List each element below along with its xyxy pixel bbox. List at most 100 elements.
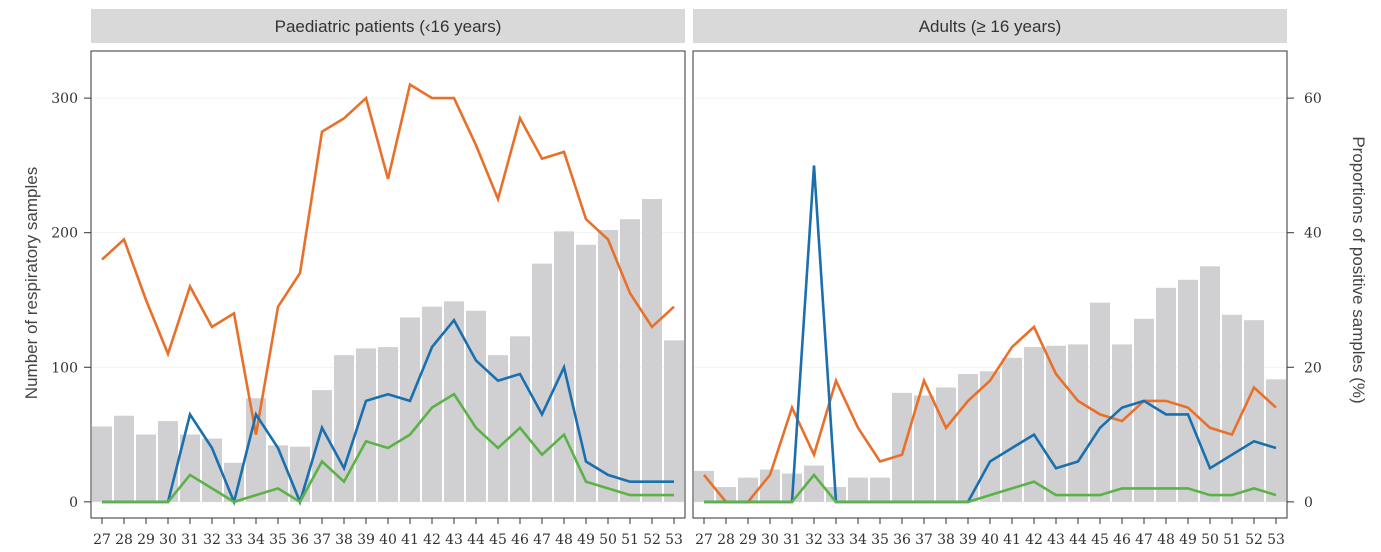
x-tick-label: 42 (1025, 532, 1043, 548)
x-tick-label: 50 (1201, 532, 1219, 548)
right-y-axis: 0 20 40 60 (1287, 91, 1322, 511)
bar (1134, 318, 1154, 502)
bar (422, 306, 442, 502)
panel-strip (91, 9, 685, 43)
x-tick-label: 34 (849, 532, 867, 548)
x-tick-label: 52 (1245, 532, 1263, 548)
x-tick-label: 35 (871, 532, 889, 548)
bar (1156, 287, 1176, 502)
x-tick-label: 45 (1091, 532, 1109, 548)
bar (598, 229, 618, 502)
panel-adults: Adults (≥ 16 years) 27 28 29 30 31 32 33 34 35 36… (692, 9, 1288, 548)
y-tick-label: 100 (51, 360, 78, 376)
bar (1024, 347, 1044, 502)
bar (114, 415, 134, 502)
x-tick-label: 53 (1267, 532, 1285, 548)
bar (1178, 279, 1198, 502)
x-tick-label: 37 (915, 532, 933, 548)
bar (848, 477, 868, 502)
x-tick-label: 52 (643, 532, 661, 548)
bar (136, 434, 156, 502)
bar (1266, 379, 1286, 502)
x-tick-label: 53 (665, 532, 683, 548)
bar (356, 348, 376, 502)
bar (488, 355, 508, 502)
bar (466, 310, 486, 502)
bar (892, 392, 912, 502)
bar (1090, 302, 1110, 502)
x-tick-label: 42 (423, 532, 441, 548)
series-line-green (704, 472, 1277, 504)
panel-border (90, 50, 686, 519)
x-tick-label: 46 (1113, 532, 1131, 548)
x-tick-label: 46 (511, 532, 529, 548)
x-tick-label: 39 (357, 532, 375, 548)
bar (180, 434, 200, 502)
bar (1068, 344, 1088, 502)
x-tick-label: 49 (577, 532, 595, 548)
panel-plot: 27 28 29 30 31 32 33 34 35 36 37 38 39 40 41 42 43 44 45 46… (91, 82, 685, 548)
bar (760, 469, 780, 502)
panel-paediatric: Paediatric patients (‹16 years) 27 28 29 30… (90, 9, 686, 548)
bar (1200, 266, 1220, 502)
bar (738, 477, 758, 502)
x-tick-label: 43 (445, 532, 463, 548)
series-line-blue (102, 317, 674, 507)
bar (642, 199, 662, 502)
x-tick-label: 44 (467, 532, 485, 548)
x-tick-label: 51 (1223, 532, 1241, 548)
x-tick-label: 43 (1047, 532, 1065, 548)
y-tick-label: 0 (1304, 495, 1313, 511)
y-tick-label: 40 (1304, 226, 1322, 242)
bar (1244, 320, 1264, 502)
bar (510, 336, 530, 502)
y-tick-label: 200 (51, 226, 78, 242)
bar (870, 477, 890, 502)
bar (1002, 357, 1022, 502)
series-line-orange (702, 324, 1277, 504)
series-line-blue (704, 165, 1277, 504)
bar (1222, 314, 1242, 502)
x-tick-label: 36 (291, 532, 309, 548)
x-tick-label: 45 (489, 532, 507, 548)
x-tick-label: 47 (533, 532, 551, 548)
bar (444, 301, 464, 502)
bar (400, 317, 420, 502)
x-tick-label: 38 (335, 532, 353, 548)
panel-plot: 27 28 29 30 31 32 33 34 35 36 37 38 39 40 41 42 43 44 45 46… (693, 97, 1287, 548)
x-tick-label: 51 (621, 532, 639, 548)
x-tick-label: 50 (599, 532, 617, 548)
panel-title: Adults (≥ 16 years) (919, 17, 1062, 36)
right-axis-title: Proportions of positive samples (%) (1349, 136, 1368, 403)
bar (914, 395, 934, 502)
y-tick-label: 0 (69, 495, 78, 511)
bar (804, 465, 824, 502)
panel-strip (693, 9, 1287, 43)
x-tick-label: 27 (93, 532, 111, 548)
bar (716, 487, 736, 502)
panel-title: Paediatric patients (‹16 years) (275, 17, 502, 36)
bar (576, 244, 596, 502)
x-tick-label: 27 (695, 532, 713, 548)
x-tick-label: 39 (959, 532, 977, 548)
x-tick-label: 49 (1179, 532, 1197, 548)
x-tick-label: 28 (717, 532, 735, 548)
x-tick-label: 48 (555, 532, 573, 548)
bar (980, 371, 1000, 502)
bar (1046, 345, 1066, 502)
series-line-green (102, 392, 674, 504)
bar (378, 347, 398, 502)
x-tick-label: 32 (203, 532, 221, 548)
x-tick-label: 40 (379, 532, 397, 548)
x-tick-label: 31 (181, 532, 199, 548)
bar (1112, 344, 1132, 502)
x-tick-label: 36 (893, 532, 911, 548)
x-tick-label: 40 (981, 532, 999, 548)
x-tick-label: 35 (269, 532, 287, 548)
left-axis-title: Number of respiratory samples (22, 167, 41, 399)
bar (936, 387, 956, 502)
bar (694, 470, 714, 502)
x-tick-label: 41 (401, 532, 419, 548)
y-tick-label: 20 (1304, 360, 1322, 376)
